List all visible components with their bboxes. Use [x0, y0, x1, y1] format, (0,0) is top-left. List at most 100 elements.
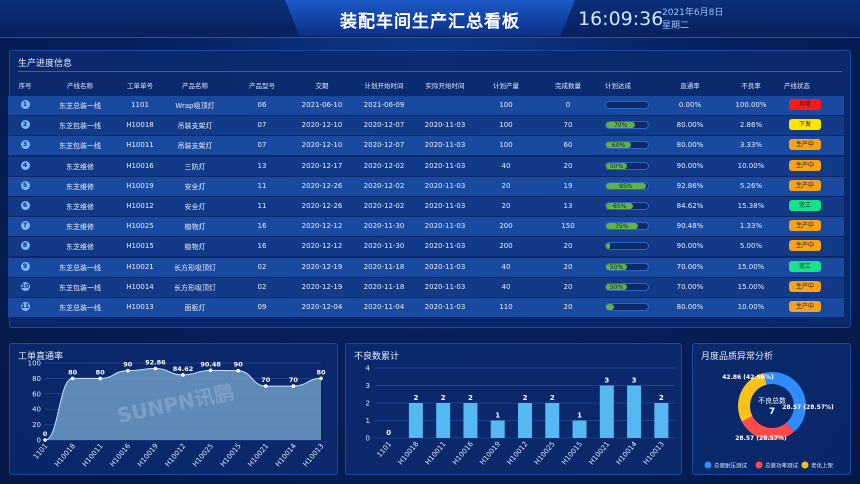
table-row[interactable]: 10 东芝包装一线 H10014 长方形吸顶灯 02 2020-12-19 2020-11-… [8, 277, 844, 297]
bar-value-label: 2 [659, 394, 664, 402]
achievement-fill: 65% [606, 203, 634, 209]
cell-model: 13 [257, 161, 267, 170]
cell-line: 东芝总装一线 [59, 102, 101, 110]
cell-done-qty: 60 [563, 141, 573, 150]
quality-title: 月度品质异常分析 [701, 352, 774, 362]
bar [436, 403, 451, 438]
table-row[interactable]: 2 东芝包装一线 H10018 吊装支架灯 07 2020-12-10 2020-12-07… [8, 116, 844, 136]
cell-actual-start: 2020-11-03 [424, 161, 466, 170]
cell-due: 2020-12-04 [301, 303, 343, 311]
bar-value-label: 2 [468, 394, 473, 402]
column-header: 计划产量 [493, 82, 519, 90]
cell-due: 2020-12-10 [301, 121, 343, 130]
legend-swatch [801, 461, 809, 469]
cell-plan-qty: 200 [499, 222, 513, 231]
data-point [236, 368, 240, 373]
clock: 16:09:36 [578, 8, 664, 30]
table-row[interactable]: 7 东芝维修 H10025 植物灯 16 2020-12-12 2020-11-30 2020… [8, 217, 844, 237]
cell-pass-rate: 0.00% [678, 101, 702, 109]
legend-label: 总装耐压测试 [714, 462, 748, 470]
status-badge: 生产中 [789, 220, 821, 232]
bar [490, 420, 505, 438]
achievement-bar [605, 303, 649, 311]
x-tick-label: H10021 [588, 440, 612, 466]
status-badge: 完工 [789, 260, 821, 272]
achievement-fill: 75% [606, 223, 638, 230]
bar [545, 403, 560, 438]
table-row[interactable]: 9 东芝总装一线 H10021 长方形吸顶灯 02 2020-12-19 2020-11-1… [8, 257, 844, 277]
data-point [181, 373, 185, 377]
status-badge: 生产中 [789, 139, 821, 151]
cell-product: 安全灯 [184, 182, 206, 191]
cell-plan-start: 2020-11-04 [363, 303, 405, 311]
y-tick-label: 1 [366, 417, 370, 425]
cell-line: 东芝包装一线 [59, 283, 101, 292]
cell-product: 长方形吸顶灯 [174, 283, 216, 292]
cell-pass-rate: 80.00% [676, 121, 704, 130]
cell-done-qty: 13 [563, 202, 573, 210]
column-header: 工单单号 [127, 82, 153, 90]
cell-defect-rate: 10.00% [737, 303, 765, 311]
cell-order: H10011 [126, 141, 154, 150]
table-row[interactable]: 11 东芝总装一线 H10013 面板灯 09 2020-12-04 2020-11-04 2… [8, 298, 844, 317]
cell-model: 11 [257, 181, 267, 190]
cell-actual-start: 2020-11-03 [424, 242, 466, 251]
cell-done-qty: 19 [563, 181, 573, 190]
x-tick-label: H10012 [164, 442, 188, 468]
table-row[interactable]: 6 东芝维修 H10012 安全灯 11 2020-12-26 2020-12-02 2020… [8, 197, 844, 216]
cell-due: 2020-12-12 [301, 242, 343, 251]
data-point [319, 376, 323, 381]
slice-label: 42.86 (42.86%) [722, 374, 774, 381]
cell-actual-start: 2020-11-03 [424, 282, 466, 291]
column-header: 计划开始时间 [364, 82, 404, 90]
cell-plan-start: 2020-12-02 [363, 161, 405, 170]
y-tick-label: 100 [28, 360, 41, 368]
cell-actual-start: 2020-11-03 [424, 222, 466, 231]
cell-plan-start: 2020-11-30 [363, 222, 405, 231]
x-tick-label: 1101 [376, 440, 394, 459]
cell-order: H10018 [126, 121, 154, 130]
bar-value-label: 3 [604, 377, 609, 385]
cell-order: H10016 [126, 161, 154, 170]
data-point [291, 384, 296, 388]
page-title: 装配车间生产汇总看板 [340, 12, 520, 32]
table-row[interactable]: 8 东芝维修 H10015 植物灯 16 2020-12-12 2020-11-30 2020… [8, 237, 844, 257]
cell-done-qty: 20 [563, 161, 573, 170]
y-tick-label: 0 [366, 435, 370, 443]
cell-plan-start: 2020-11-18 [363, 282, 405, 291]
cell-model: 02 [257, 262, 267, 271]
data-label: 92.86 [145, 358, 166, 366]
table-row[interactable]: 3 东芝包装一线 H10011 吊装支架灯 07 2020-12-10 2020-12-07… [8, 136, 844, 156]
cell-model: 02 [257, 282, 267, 291]
cell-defect-rate: 15.00% [737, 262, 765, 271]
title-plate [285, 0, 575, 36]
cell-model: 09 [257, 303, 267, 311]
cell-due: 2021-06-10 [301, 101, 343, 109]
data-point [264, 384, 268, 388]
row-number: 5 [20, 180, 30, 190]
cell-line: 东芝总装一线 [59, 304, 101, 312]
cell-plan-start: 2020-11-30 [363, 242, 405, 251]
x-tick-label: H10016 [451, 440, 475, 467]
bar [463, 403, 478, 438]
cell-plan-qty: 100 [499, 141, 513, 150]
table-row[interactable]: 1 东芝总装一线 1101 Wrap吸顶灯 06 2021-06-10 2021-06-09… [8, 96, 844, 115]
status-badge: 生产中 [789, 159, 821, 171]
column-header: 交期 [315, 82, 329, 90]
data-point [98, 376, 102, 381]
achievement-fill: 50% [606, 162, 627, 169]
table-row[interactable]: 4 东芝维修 H10016 三防灯 13 2020-12-17 2020-12-02 2020… [8, 156, 844, 176]
cell-actual-start: 2020-11-03 [424, 202, 466, 210]
date-block: 2021年6月8日 星期二 [662, 7, 723, 33]
cell-order: H10025 [126, 222, 154, 231]
status-badge: 生产中 [789, 179, 821, 191]
data-label: 90.48 [200, 360, 221, 368]
cell-model: 06 [257, 101, 267, 109]
table-row[interactable]: 5 东芝维修 H10019 安全灯 11 2020-12-26 2020-12-02 2020… [8, 176, 844, 196]
cell-defect-rate: 15.38% [737, 202, 765, 210]
cell-actual-start: 2020-11-03 [424, 121, 466, 130]
cell-plan-start: 2020-12-02 [363, 181, 405, 190]
cell-plan-start: 2020-12-07 [363, 141, 405, 150]
status-badge: 完工 [789, 200, 821, 211]
